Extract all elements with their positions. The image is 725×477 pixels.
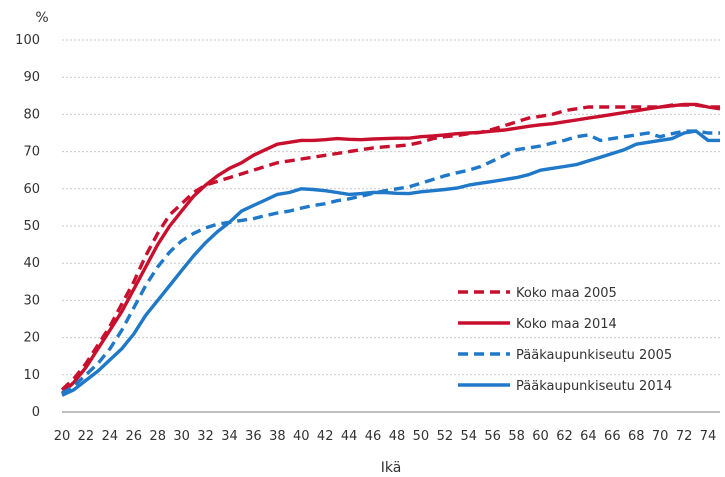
y-tick-label: 0: [32, 405, 40, 420]
x-tick-label: 58: [508, 429, 525, 444]
x-tick-label: 24: [102, 429, 119, 444]
y-tick-label: 20: [23, 331, 40, 346]
y-tick-label: 80: [23, 107, 40, 122]
legend-label: Koko maa 2005: [516, 286, 617, 301]
x-tick-label: 66: [604, 429, 621, 444]
x-tick-label: 48: [389, 429, 406, 444]
x-tick-label: 36: [245, 429, 262, 444]
series-line-2: [60, 102, 721, 395]
x-tick-label: 52: [437, 429, 454, 444]
y-tick-label: 50: [23, 219, 40, 234]
x-tick-label: 28: [149, 429, 166, 444]
x-tick-label: 68: [628, 429, 645, 444]
x-tick-label: 60: [532, 429, 549, 444]
x-tick-label: 62: [556, 429, 573, 444]
x-tick-label: 56: [484, 429, 501, 444]
x-tick-label: 74: [700, 429, 717, 444]
y-tick-label: 90: [23, 70, 40, 85]
y-tick-label: 100: [15, 33, 40, 48]
x-tick-label: 72: [676, 429, 693, 444]
x-tick-label: 20: [54, 429, 71, 444]
x-tick-label: 26: [126, 429, 143, 444]
y-tick-label: 70: [23, 145, 40, 160]
x-tick-label: 64: [580, 429, 597, 444]
x-tick-label: 70: [652, 429, 669, 444]
x-tick-label: 34: [221, 429, 238, 444]
y-tick-label: 40: [23, 256, 40, 271]
x-tick-label: 44: [341, 429, 358, 444]
series-line-4: [61, 129, 720, 397]
x-tick-label: 50: [413, 429, 430, 444]
x-tick-label: 38: [269, 429, 286, 444]
y-tick-label: 10: [23, 368, 40, 383]
series-lines: [60, 102, 721, 397]
legend-label: Pääkaupunkiseutu 2005: [516, 348, 672, 363]
series-line-3: [61, 129, 720, 395]
series-line-1: [60, 103, 720, 391]
x-tick-label: 54: [460, 429, 477, 444]
x-tick-label: 22: [78, 429, 95, 444]
gridlines: [62, 39, 720, 376]
x-tick-label: 30: [173, 429, 190, 444]
x-tick-label: 46: [365, 429, 382, 444]
y-tick-label: 30: [23, 293, 40, 308]
x-tick-label: 42: [317, 429, 334, 444]
x-tick-label: 40: [293, 429, 310, 444]
y-tick-label: 60: [23, 182, 40, 197]
x-axis-title: Ikä: [381, 460, 402, 476]
legend-label: Pääkaupunkiseutu 2014: [516, 379, 672, 394]
x-tick-label: 32: [197, 429, 214, 444]
axes: 0 10 20 30 40 50 60 70 80 90 100 20 22 24 26 28 30 32 34 36…: [15, 10, 720, 476]
legend: Koko maa 2005 Koko maa 2014 Pääkaupunkiseu…: [458, 286, 672, 394]
legend-label: Koko maa 2014: [516, 317, 617, 332]
y-axis-title: %: [35, 10, 48, 26]
